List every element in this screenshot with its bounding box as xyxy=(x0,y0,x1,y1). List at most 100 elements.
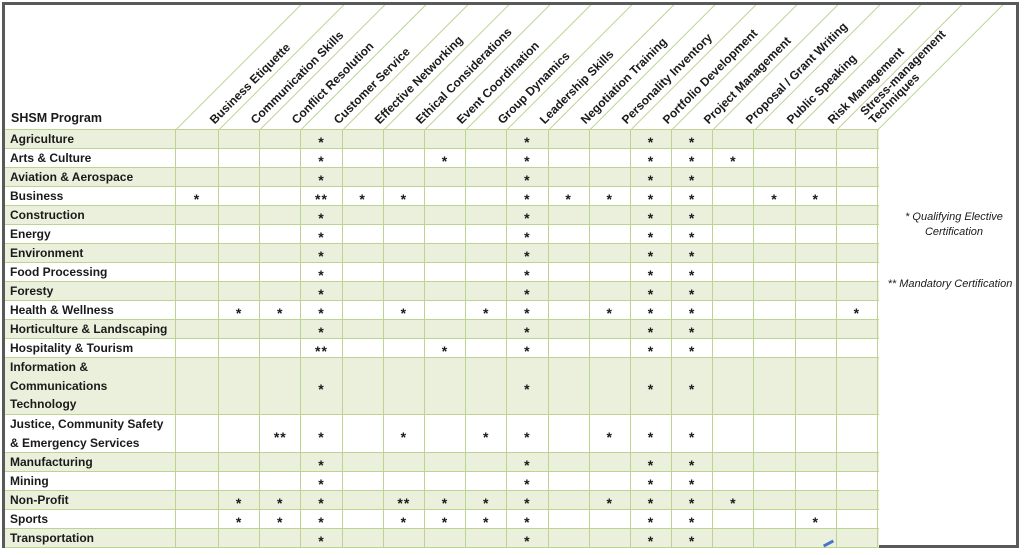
matrix-cell: * xyxy=(672,491,714,511)
matrix-cell xyxy=(466,130,508,148)
qualifying-mark: * xyxy=(647,381,655,397)
qualifying-mark: * xyxy=(688,248,696,264)
row-label: Manufacturing xyxy=(5,453,176,471)
matrix-cell xyxy=(590,168,631,186)
matrix-cell xyxy=(219,529,261,547)
matrix-cell xyxy=(796,168,837,186)
qualifying-mark: * xyxy=(688,134,696,150)
qualifying-mark: * xyxy=(318,495,325,511)
table-row: Justice, Community Safety & Emergency Se… xyxy=(5,415,879,453)
qualifying-mark: * xyxy=(524,229,531,245)
qualifying-mark: * xyxy=(647,191,655,207)
qualifying-mark: * xyxy=(688,381,696,397)
matrix-cell xyxy=(754,282,796,300)
matrix-cell: * xyxy=(672,529,714,549)
diagonal-column-header-area: SHSM Program Business Etiquette Communica… xyxy=(5,5,1016,129)
row-label: Construction xyxy=(5,206,176,224)
matrix-cell: * xyxy=(507,301,549,321)
qualifying-mark: * xyxy=(441,153,449,169)
matrix-cell: * xyxy=(631,206,673,226)
matrix-cell: * xyxy=(507,206,549,226)
qualifying-mark: * xyxy=(688,457,696,473)
qualifying-mark: * xyxy=(647,476,655,492)
matrix-cell xyxy=(549,510,590,528)
matrix-cell xyxy=(549,225,590,243)
matrix-cell: * xyxy=(301,263,343,283)
matrix-cell xyxy=(343,168,384,186)
matrix-cell: * xyxy=(672,472,714,492)
mandatory-mark: ** xyxy=(315,343,328,359)
qualifying-mark: * xyxy=(318,476,325,492)
matrix-cell: * xyxy=(507,149,549,169)
matrix-cell: * xyxy=(301,453,343,473)
matrix-cell: * xyxy=(176,187,219,207)
matrix-cell xyxy=(384,282,425,300)
matrix-cell xyxy=(549,529,590,547)
matrix-cell xyxy=(384,225,425,243)
matrix-cell xyxy=(754,225,796,243)
matrix-cell xyxy=(384,130,425,148)
row-label: Horticulture & Landscaping xyxy=(5,320,176,338)
matrix-cell xyxy=(343,339,384,357)
matrix-cell xyxy=(425,320,467,338)
matrix-cell xyxy=(549,358,590,414)
matrix-cell: * xyxy=(549,187,590,207)
matrix-cell xyxy=(837,339,878,357)
matrix-cell xyxy=(590,244,631,262)
row-label: Non-Profit xyxy=(5,491,176,509)
matrix-cell xyxy=(796,244,837,262)
matrix-cell xyxy=(176,130,219,148)
matrix-cell: * xyxy=(466,415,508,452)
matrix-cell: * xyxy=(301,358,343,414)
matrix-cell: * xyxy=(507,130,549,150)
qualifying-mark: * xyxy=(647,305,655,321)
matrix-cell xyxy=(343,320,384,338)
matrix-cell: * xyxy=(672,187,714,207)
matrix-cell xyxy=(219,244,261,262)
qualifying-mark: * xyxy=(688,267,696,283)
qualifying-mark: * xyxy=(688,210,696,226)
matrix-cell: * xyxy=(301,130,343,150)
matrix-cell: ** xyxy=(384,491,425,511)
matrix-cell: * xyxy=(507,282,549,302)
matrix-cell xyxy=(176,491,219,509)
qualifying-mark: * xyxy=(235,514,243,530)
qualifying-mark: * xyxy=(524,267,531,283)
qualifying-mark: * xyxy=(688,514,696,530)
matrix-cell xyxy=(590,339,631,357)
qualifying-mark: * xyxy=(812,191,819,207)
matrix-cell: * xyxy=(631,244,673,264)
matrix-cell xyxy=(590,149,631,167)
table-row: Arts & Culture * * * * * * xyxy=(5,149,879,169)
qualifying-mark: * xyxy=(318,267,325,283)
matrix-cell xyxy=(590,263,631,281)
matrix-cell xyxy=(425,529,467,547)
qualifying-mark: * xyxy=(647,134,655,150)
matrix-cell xyxy=(176,263,219,281)
matrix-cell: * xyxy=(507,510,549,530)
qualifying-mark: * xyxy=(688,324,696,340)
matrix-cell xyxy=(713,225,755,243)
qualifying-mark: * xyxy=(524,495,531,511)
matrix-cell xyxy=(837,415,878,452)
matrix-cell xyxy=(384,472,425,490)
matrix-cell xyxy=(590,453,631,471)
matrix-cell xyxy=(219,187,261,205)
matrix-cell: * xyxy=(672,415,714,452)
matrix-cell: * xyxy=(301,472,343,492)
matrix-cell xyxy=(466,168,508,186)
matrix-cell: * xyxy=(631,491,673,511)
matrix-cell xyxy=(343,149,384,167)
qualifying-mark: * xyxy=(524,457,531,473)
qualifying-mark: * xyxy=(647,267,655,283)
matrix-cell xyxy=(260,225,302,243)
table-row: Health & Wellness * * * * * * * * * * xyxy=(5,301,879,321)
qualifying-mark: * xyxy=(482,495,490,511)
matrix-cell xyxy=(754,168,796,186)
matrix-cell xyxy=(176,282,219,300)
table-row: Business * ** * * * * * * * * * xyxy=(5,187,879,207)
qualifying-mark: * xyxy=(524,476,531,492)
table-row: Environment * * * * xyxy=(5,244,879,264)
table-row: Energy * * * * xyxy=(5,225,879,245)
qualifying-mark: * xyxy=(524,305,531,321)
